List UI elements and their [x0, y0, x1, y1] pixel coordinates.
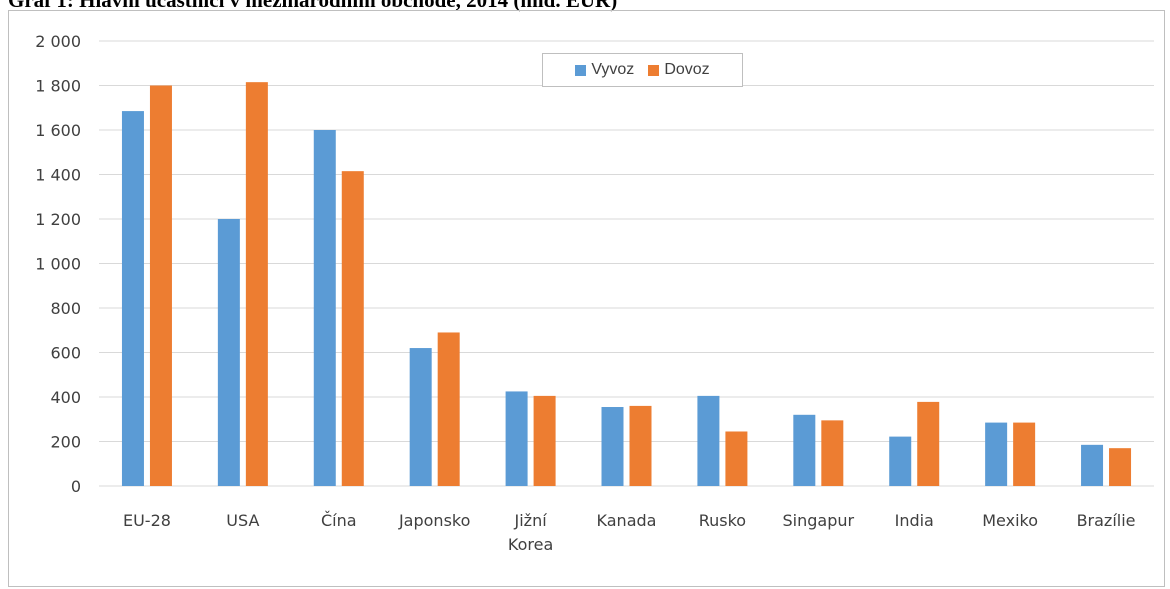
bar-vyvoz — [697, 395, 720, 486]
bar-dovoz — [629, 405, 652, 486]
bar-dovoz — [245, 82, 268, 486]
bar-dovoz — [917, 401, 940, 486]
legend-label-vyvoz: Vyvoz — [591, 61, 635, 78]
legend-swatch-dovoz — [648, 64, 660, 76]
y-tick-label: 0 — [71, 477, 81, 496]
bar-dovoz — [341, 171, 364, 486]
bar-dovoz — [725, 431, 748, 486]
y-tick-label: 400 — [50, 388, 81, 407]
x-tick-label: Brazílie — [1077, 511, 1136, 530]
y-tick-label: 2 000 — [35, 32, 81, 51]
x-tick-label: Singapur — [783, 511, 855, 530]
bar-vyvoz — [985, 422, 1008, 486]
bar-vyvoz — [121, 111, 144, 487]
y-tick-label: 600 — [50, 344, 81, 363]
y-tick-label: 1 800 — [35, 77, 81, 96]
bar-vyvoz — [601, 407, 624, 486]
x-tick-label: India — [895, 511, 934, 530]
bar-chart: 0 200 400 600 800 1 000 1 200 1 400 1 600 1 800 2 … — [35, 32, 1154, 554]
bar-vyvoz — [1081, 444, 1104, 486]
legend-item-vyvoz: Vyvoz — [575, 61, 634, 79]
page-title: Graf 1: Hlavní účastníci v mezinárodním … — [8, 0, 618, 12]
x-tick-label: Rusko — [699, 511, 746, 530]
x-tick-label: EU-28 — [123, 511, 171, 530]
x-tick-label: Mexiko — [982, 511, 1038, 530]
y-tick-label: 800 — [50, 299, 81, 318]
legend-item-dovoz: Dovoz — [648, 61, 710, 79]
bar-vyvoz — [409, 348, 432, 486]
chart-legend: Vyvoz Dovoz — [542, 53, 743, 87]
bar-vyvoz — [313, 130, 336, 486]
x-tick-label: USA — [226, 511, 259, 530]
x-tick-label: Japonsko — [398, 511, 470, 530]
x-tick-label: Kanada — [597, 511, 657, 530]
x-tick-label: Korea — [508, 535, 553, 554]
bar-dovoz — [437, 332, 460, 486]
legend-label-dovoz: Dovoz — [664, 61, 710, 78]
bar-dovoz — [149, 85, 172, 486]
x-tick-label: Čína — [321, 511, 357, 530]
bar-vyvoz — [505, 391, 528, 486]
y-tick-label: 1 200 — [35, 210, 81, 229]
bar-dovoz — [533, 395, 556, 486]
y-tick-label: 1 600 — [35, 121, 81, 140]
legend-swatch-vyvoz — [575, 64, 587, 76]
bar-dovoz — [1013, 422, 1036, 486]
bar-vyvoz — [217, 219, 240, 486]
y-tick-label: 1 400 — [35, 166, 81, 185]
y-tick-label: 200 — [50, 433, 81, 452]
x-tick-label: Jižní — [514, 511, 548, 530]
bar-vyvoz — [793, 414, 816, 486]
bar-dovoz — [1109, 448, 1132, 486]
y-tick-label: 1 000 — [35, 255, 81, 274]
chart-frame: 0 200 400 600 800 1 000 1 200 1 400 1 600 1 800 2 … — [8, 10, 1165, 587]
bar-vyvoz — [889, 436, 912, 486]
bar-dovoz — [821, 420, 844, 486]
